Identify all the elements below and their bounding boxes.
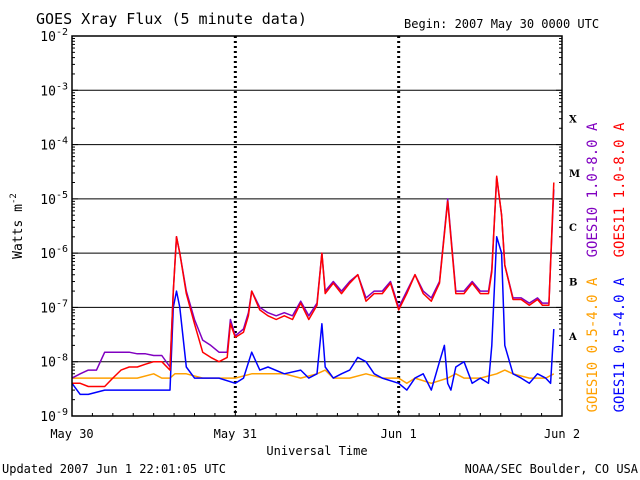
y-tick-base: 10	[40, 247, 56, 262]
x-tick-label: Jun 2	[544, 427, 580, 441]
gridlines	[72, 36, 562, 416]
begin-label: Begin: 2007 May 30 0000 UTC	[404, 17, 599, 31]
legend-label: GOES11 0.5-4.0 A	[612, 277, 628, 412]
y-axis-label-exponent: -2	[9, 193, 19, 204]
y-tick-base: 10	[40, 193, 56, 208]
y-tick-label: 10-7	[40, 298, 68, 316]
x-tick-label: Jun 1	[381, 427, 417, 441]
chart-title: GOES Xray Flux (5 minute data)	[36, 10, 307, 28]
series-lines	[71, 175, 555, 396]
legend-label: GOES11 1.0-8.0 A	[612, 122, 628, 257]
x-axis-label: Universal Time	[266, 444, 367, 458]
flare-class-label: B	[569, 278, 577, 289]
flare-class-label: M	[569, 169, 580, 180]
series-line	[72, 369, 555, 385]
updated-timestamp: Updated 2007 Jun 1 22:01:05 UTC	[2, 462, 226, 476]
legend-item: GOES10 1.0-8.0 A	[585, 122, 601, 257]
series-line	[71, 176, 555, 379]
y-tick-base: 10	[40, 30, 56, 45]
legend-label: GOES10 0.5-4.0 A	[585, 277, 601, 412]
y-tick-label: 10-8	[40, 353, 68, 371]
flare-class-label: C	[569, 223, 577, 234]
y-tick-exponent: -6	[56, 244, 68, 255]
y-tick-exponent: -5	[56, 190, 68, 201]
y-tick-label: 10-3	[40, 81, 68, 99]
y-tick-label: 10-2	[40, 27, 68, 45]
y-tick-exponent: -7	[56, 298, 68, 309]
x-tick-label: May 31	[214, 427, 257, 441]
y-tick-exponent: -2	[56, 27, 68, 38]
y-tick-exponent: -9	[56, 407, 68, 418]
legend: GOES10 1.0-8.0 A GOES11 1.0-8.0 A GOES10 0…	[585, 122, 628, 412]
y-tick-label: 10-4	[40, 136, 68, 154]
y-tick-base: 10	[40, 84, 56, 99]
x-axis-ticks: May 30 May 31 Jun 1 Jun 2	[50, 410, 580, 441]
plot-frame	[71, 35, 563, 417]
y-axis-ticks: 10-210-310-410-510-610-710-810-9	[40, 27, 562, 425]
y-tick-base: 10	[40, 139, 56, 154]
x-tick-label: May 30	[50, 427, 93, 441]
legend-item: GOES10 0.5-4.0 A	[585, 277, 601, 412]
y-tick-base: 10	[40, 356, 56, 371]
y-tick-exponent: -4	[56, 136, 68, 147]
y-tick-base: 10	[40, 410, 56, 425]
legend-item: GOES11 1.0-8.0 A	[612, 122, 628, 257]
flare-class-label: A	[568, 332, 577, 343]
flare-class-label: X	[569, 115, 577, 126]
credit-text: NOAA/SEC Boulder, CO USA	[465, 462, 639, 476]
y-tick-base: 10	[40, 301, 56, 316]
y-axis-label-text: Watts m	[11, 204, 26, 259]
y-tick-label: 10-9	[40, 407, 68, 425]
y-tick-exponent: -8	[56, 353, 68, 364]
y-axis-label: Watts m-2	[9, 193, 26, 259]
series-line	[71, 236, 555, 396]
y-tick-exponent: -3	[56, 81, 68, 92]
y-tick-label: 10-5	[40, 190, 68, 208]
legend-label: GOES10 1.0-8.0 A	[585, 122, 601, 257]
legend-item: GOES11 0.5-4.0 A	[612, 277, 628, 412]
y-tick-label: 10-6	[40, 244, 68, 262]
y-axis-label-group: Watts m-2	[9, 193, 26, 259]
series-line	[72, 175, 555, 388]
flare-class-labels: X M C B A	[568, 115, 580, 343]
